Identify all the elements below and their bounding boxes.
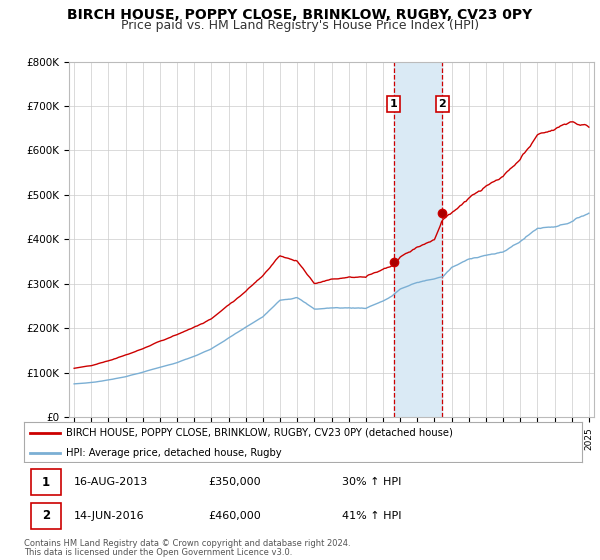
Text: 1: 1 xyxy=(41,475,50,489)
Text: 2: 2 xyxy=(41,509,50,522)
Text: £350,000: £350,000 xyxy=(208,477,261,487)
Bar xyxy=(31,502,61,529)
Text: 30% ↑ HPI: 30% ↑ HPI xyxy=(342,477,401,487)
Text: £460,000: £460,000 xyxy=(208,511,261,521)
Text: 16-AUG-2013: 16-AUG-2013 xyxy=(74,477,148,487)
Text: 14-JUN-2016: 14-JUN-2016 xyxy=(74,511,145,521)
Text: This data is licensed under the Open Government Licence v3.0.: This data is licensed under the Open Gov… xyxy=(24,548,292,557)
Text: BIRCH HOUSE, POPPY CLOSE, BRINKLOW, RUGBY, CV23 0PY: BIRCH HOUSE, POPPY CLOSE, BRINKLOW, RUGB… xyxy=(67,8,533,22)
Text: HPI: Average price, detached house, Rugby: HPI: Average price, detached house, Rugb… xyxy=(66,448,281,458)
Bar xyxy=(31,469,61,496)
Text: Price paid vs. HM Land Registry's House Price Index (HPI): Price paid vs. HM Land Registry's House … xyxy=(121,19,479,32)
Text: BIRCH HOUSE, POPPY CLOSE, BRINKLOW, RUGBY, CV23 0PY (detached house): BIRCH HOUSE, POPPY CLOSE, BRINKLOW, RUGB… xyxy=(66,428,453,438)
Text: 1: 1 xyxy=(390,99,397,109)
Text: 41% ↑ HPI: 41% ↑ HPI xyxy=(342,511,401,521)
Text: 2: 2 xyxy=(438,99,446,109)
Text: Contains HM Land Registry data © Crown copyright and database right 2024.: Contains HM Land Registry data © Crown c… xyxy=(24,539,350,548)
Bar xyxy=(394,62,442,417)
